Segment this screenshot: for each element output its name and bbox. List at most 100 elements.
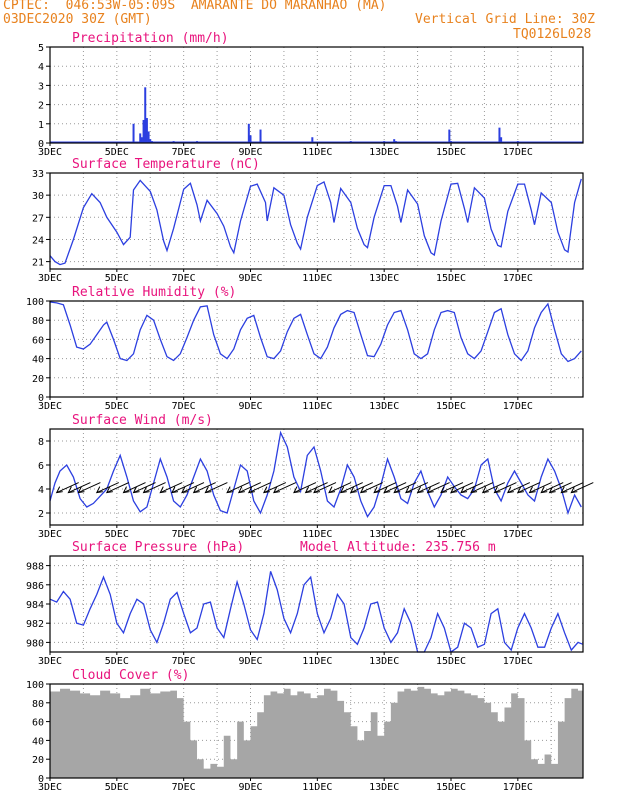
x-tick-label: 3DEC bbox=[38, 273, 62, 284]
x-tick-label: 5DEC bbox=[105, 273, 129, 284]
wind-arrow-head bbox=[528, 486, 536, 494]
wind-arrow bbox=[450, 482, 474, 494]
y-tick-label: 0 bbox=[38, 393, 44, 404]
wind-arrow-head bbox=[540, 486, 548, 494]
y-tick-label: 3 bbox=[38, 81, 44, 92]
x-tick-label: 11DEC bbox=[302, 273, 332, 284]
wind-arrow-head bbox=[339, 486, 347, 494]
wind-arrow bbox=[373, 482, 397, 494]
wind-arrow-head bbox=[426, 486, 434, 494]
wind-arrow bbox=[571, 482, 594, 494]
precip-bar bbox=[149, 139, 152, 143]
x-tick-label: 11DEC bbox=[302, 656, 332, 667]
wind-arrow-head bbox=[247, 486, 255, 494]
y-tick-label: 8 bbox=[38, 437, 44, 448]
x-tick-label: 11DEC bbox=[302, 529, 332, 540]
panel-1: 21 24 27 30 33 3DEC 5DEC 7DEC 9DEC 11DEC 13DEC 15DE… bbox=[32, 157, 584, 284]
y-tick-label: 33 bbox=[32, 169, 44, 180]
x-tick-label: 5DEC bbox=[105, 656, 129, 667]
x-tick-label: 7DEC bbox=[172, 401, 196, 412]
precip-bar bbox=[145, 118, 148, 143]
precip-bar bbox=[144, 87, 147, 143]
x-tick-label: 3DEC bbox=[38, 401, 62, 412]
wind-arrow bbox=[133, 482, 156, 494]
precip-bar bbox=[500, 137, 503, 143]
wind-arrow-head bbox=[142, 486, 150, 494]
series-line bbox=[49, 430, 582, 518]
precip-bar bbox=[132, 123, 135, 143]
x-tick-label: 9DEC bbox=[238, 401, 262, 412]
header-grid-note: Vertical Grid Line: 30Z bbox=[415, 12, 596, 27]
wind-arrow-head bbox=[122, 486, 130, 494]
wind-arrow-head bbox=[181, 486, 189, 494]
wind-arrow bbox=[383, 482, 407, 494]
wind-arrow-head bbox=[383, 486, 391, 494]
series-line bbox=[49, 301, 582, 363]
wind-arrow bbox=[417, 482, 440, 494]
wind-arrow-head bbox=[359, 486, 367, 494]
x-tick-label: 9DEC bbox=[238, 147, 262, 158]
precip-bar bbox=[498, 127, 501, 143]
wind-arrow-head bbox=[237, 486, 245, 494]
y-tick-label: 988 bbox=[26, 562, 44, 573]
x-tick-label: 15DEC bbox=[436, 782, 466, 793]
y-tick-label: 1 bbox=[38, 120, 44, 131]
y-tick-label: 100 bbox=[26, 680, 44, 691]
y-tick-label: 982 bbox=[26, 619, 44, 630]
x-tick-label: 5DEC bbox=[105, 401, 129, 412]
x-tick-label: 3DEC bbox=[38, 147, 62, 158]
wind-arrow-head bbox=[132, 486, 140, 494]
header-date: 03DEC2020 30Z (GMT) bbox=[3, 12, 152, 27]
y-tick-label: 30 bbox=[32, 191, 44, 202]
y-tick-label: 2 bbox=[38, 509, 44, 520]
y-tick-label: 5 bbox=[38, 43, 44, 54]
panel-frame bbox=[49, 46, 584, 144]
wind-arrow-head bbox=[506, 486, 514, 494]
x-tick-label: 7DEC bbox=[172, 147, 196, 158]
precip-bar bbox=[448, 129, 451, 143]
y-tick-label: 0 bbox=[38, 774, 44, 785]
wind-arrow bbox=[561, 482, 584, 494]
wind-arrow-head bbox=[105, 486, 113, 494]
wind-arrow bbox=[205, 482, 228, 494]
wind-arrow-head bbox=[262, 486, 270, 494]
wind-arrow bbox=[56, 482, 79, 494]
y-tick-label: 984 bbox=[26, 600, 44, 611]
wind-arrow bbox=[549, 482, 572, 494]
x-tick-label: 13DEC bbox=[369, 401, 399, 412]
wind-arrow-head bbox=[171, 486, 179, 494]
wind-arrow bbox=[393, 482, 417, 494]
wind-arrow bbox=[313, 482, 337, 494]
x-tick-label: 17DEC bbox=[503, 401, 533, 412]
x-tick-label: 9DEC bbox=[238, 273, 262, 284]
x-tick-label: 17DEC bbox=[503, 529, 533, 540]
precip-bar bbox=[142, 119, 145, 143]
wind-arrow-head bbox=[405, 486, 412, 494]
wind-arrow bbox=[507, 482, 531, 494]
panel-frame bbox=[49, 428, 584, 526]
precip-bar bbox=[140, 137, 143, 143]
x-tick-label: 17DEC bbox=[503, 782, 533, 793]
wind-arrow bbox=[440, 482, 464, 494]
wind-arrow bbox=[193, 482, 216, 494]
wind-arrow-head bbox=[304, 486, 312, 494]
wind-arrow-head bbox=[516, 486, 524, 494]
wind-arrow bbox=[517, 482, 541, 494]
wind-arrow-head bbox=[470, 486, 478, 494]
y-tick-label: 986 bbox=[26, 581, 44, 592]
x-tick-label: 3DEC bbox=[38, 656, 62, 667]
wind-arrow-head bbox=[226, 486, 234, 494]
precip-bar bbox=[249, 135, 252, 143]
x-tick-label: 13DEC bbox=[369, 147, 399, 158]
wind-arrow-head bbox=[560, 486, 568, 494]
panel-subtitle: Model Altitude: 235.756 m bbox=[300, 540, 496, 555]
series-line bbox=[49, 571, 584, 654]
x-tick-label: 9DEC bbox=[238, 782, 262, 793]
y-tick-label: 40 bbox=[32, 355, 44, 366]
wind-arrow-head bbox=[192, 486, 200, 494]
wind-arrow-head bbox=[548, 486, 556, 494]
wind-arrow bbox=[106, 482, 130, 494]
x-tick-label: 13DEC bbox=[369, 782, 399, 793]
wind-arrow bbox=[360, 482, 383, 494]
wind-arrow bbox=[328, 482, 352, 494]
